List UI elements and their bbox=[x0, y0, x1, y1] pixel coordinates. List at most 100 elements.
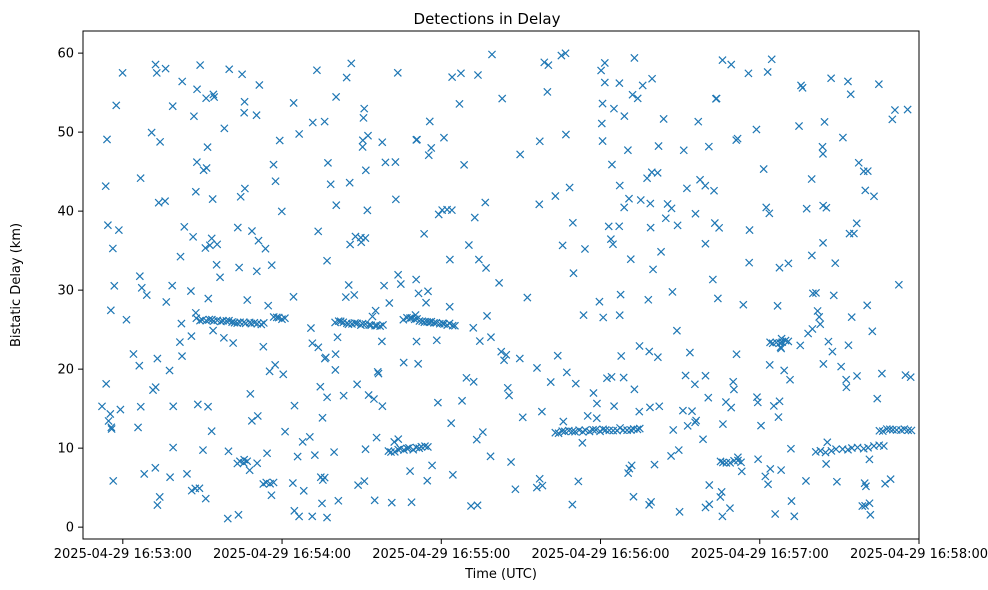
data-point-x-marker bbox=[152, 68, 161, 77]
data-point-x-marker bbox=[154, 198, 163, 207]
data-point-x-marker bbox=[360, 477, 369, 486]
points-layer bbox=[97, 49, 916, 523]
data-point-x-marker bbox=[722, 458, 731, 467]
data-point-x-marker bbox=[358, 142, 367, 151]
data-point-x-marker bbox=[220, 124, 229, 133]
data-point-x-marker bbox=[320, 473, 329, 482]
data-point-x-marker bbox=[745, 226, 754, 235]
data-point-x-marker bbox=[568, 218, 577, 227]
data-point-x-marker bbox=[579, 311, 588, 320]
data-point-x-marker bbox=[104, 416, 113, 425]
data-point-x-marker bbox=[543, 87, 552, 96]
data-point-x-marker bbox=[299, 486, 308, 495]
data-point-x-marker bbox=[346, 240, 355, 249]
data-point-x-marker bbox=[763, 67, 772, 77]
data-point-x-marker bbox=[598, 99, 607, 108]
data-point-x-marker bbox=[615, 181, 624, 190]
data-point-x-marker bbox=[427, 143, 436, 152]
data-point-x-marker bbox=[101, 182, 110, 191]
data-point-x-marker bbox=[845, 229, 854, 238]
data-point-x-marker bbox=[511, 485, 520, 494]
data-point-x-marker bbox=[447, 419, 456, 428]
data-point-x-marker bbox=[261, 244, 270, 253]
data-point-x-marker bbox=[246, 389, 255, 398]
data-point-x-marker bbox=[106, 409, 115, 418]
data-point-x-marker bbox=[561, 130, 570, 139]
data-point-x-marker bbox=[713, 294, 722, 303]
data-point-x-marker bbox=[391, 158, 400, 167]
data-point-x-marker bbox=[535, 137, 544, 146]
data-point-x-marker bbox=[888, 115, 897, 124]
data-point-x-marker bbox=[497, 347, 506, 356]
data-point-x-marker bbox=[816, 320, 825, 329]
data-point-x-marker bbox=[852, 219, 861, 228]
data-point-x-marker bbox=[225, 65, 234, 74]
data-point-x-marker bbox=[229, 338, 238, 348]
data-point-x-marker bbox=[136, 174, 145, 183]
data-point-x-marker bbox=[843, 445, 853, 454]
data-point-x-marker bbox=[764, 480, 773, 489]
data-point-x-marker bbox=[264, 301, 273, 310]
data-point-x-marker bbox=[716, 492, 725, 501]
data-point-x-marker bbox=[486, 452, 495, 461]
data-point-x-marker bbox=[201, 244, 210, 253]
data-point-x-marker bbox=[828, 347, 837, 356]
data-point-x-marker bbox=[475, 337, 484, 346]
data-point-x-marker bbox=[773, 301, 782, 310]
data-point-x-marker bbox=[361, 166, 370, 175]
data-point-x-marker bbox=[607, 372, 616, 381]
data-point-x-marker bbox=[406, 467, 415, 476]
data-point-x-marker bbox=[456, 69, 465, 78]
data-point-x-marker bbox=[272, 313, 281, 322]
data-point-x-marker bbox=[394, 270, 403, 279]
data-point-x-marker bbox=[205, 315, 214, 324]
data-point-x-marker bbox=[599, 313, 608, 322]
data-point-x-marker bbox=[391, 195, 400, 204]
data-point-x-marker bbox=[759, 165, 768, 174]
data-point-x-marker bbox=[168, 281, 177, 290]
data-point-x-marker bbox=[775, 338, 784, 347]
data-point-x-marker bbox=[209, 90, 218, 99]
data-point-x-marker bbox=[890, 106, 899, 115]
data-point-x-marker bbox=[568, 427, 577, 436]
data-point-x-marker bbox=[201, 494, 210, 503]
data-point-x-marker bbox=[583, 411, 592, 420]
data-point-x-marker bbox=[657, 247, 666, 256]
data-point-x-marker bbox=[358, 136, 367, 145]
data-point-x-marker bbox=[263, 449, 272, 458]
data-point-x-marker bbox=[112, 101, 121, 110]
data-point-x-marker bbox=[439, 133, 448, 142]
data-point-x-marker bbox=[752, 125, 761, 134]
data-point-x-marker bbox=[725, 504, 734, 513]
data-point-x-marker bbox=[737, 467, 746, 476]
data-point-x-marker bbox=[767, 55, 776, 64]
data-point-x-marker bbox=[233, 319, 242, 328]
data-point-x-marker bbox=[209, 326, 218, 335]
plot-frame bbox=[82, 30, 920, 540]
data-point-x-marker bbox=[377, 337, 386, 346]
data-point-x-marker bbox=[360, 104, 369, 113]
data-point-x-marker bbox=[878, 427, 887, 436]
data-point-x-marker bbox=[879, 442, 888, 451]
data-point-x-marker bbox=[342, 73, 351, 82]
data-point-x-marker bbox=[155, 492, 164, 501]
data-point-x-marker bbox=[425, 117, 434, 126]
data-point-x-marker bbox=[784, 337, 793, 346]
data-point-x-marker bbox=[518, 413, 527, 422]
data-point-x-marker bbox=[358, 319, 367, 328]
data-point-x-marker bbox=[381, 158, 390, 167]
data-point-x-marker bbox=[769, 401, 778, 410]
y-tick-label: 50 bbox=[57, 126, 74, 141]
data-point-x-marker bbox=[281, 427, 290, 436]
data-point-x-marker bbox=[859, 167, 868, 176]
data-point-x-marker bbox=[687, 407, 697, 416]
data-point-x-marker bbox=[412, 135, 422, 144]
data-point-x-marker bbox=[698, 435, 708, 444]
data-point-x-marker bbox=[135, 272, 144, 281]
data-point-x-marker bbox=[192, 314, 201, 323]
data-point-x-marker bbox=[599, 425, 608, 434]
data-point-x-marker bbox=[317, 499, 327, 508]
data-point-x-marker bbox=[685, 348, 694, 357]
